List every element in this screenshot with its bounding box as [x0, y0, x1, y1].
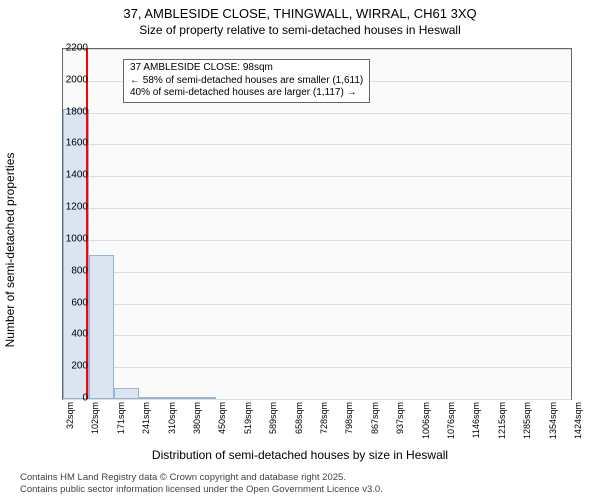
footer-line1: Contains HM Land Registry data © Crown c…: [20, 472, 383, 484]
y-tick-label: 400: [56, 329, 88, 340]
y-tick-label: 2000: [56, 74, 88, 85]
x-tick-label: 1424sqm: [573, 402, 583, 452]
title-line1: 37, AMBLESIDE CLOSE, THINGWALL, WIRRAL, …: [0, 6, 600, 23]
gridline: [63, 367, 571, 368]
y-tick-label: 200: [56, 361, 88, 372]
x-tick-label: 937sqm: [395, 402, 405, 452]
x-tick-label: 380sqm: [192, 402, 202, 452]
gridline: [63, 240, 571, 241]
x-tick-label: 241sqm: [141, 402, 151, 452]
x-tick-label: 450sqm: [217, 402, 227, 452]
x-tick-label: 1215sqm: [497, 402, 507, 452]
y-tick-label: 600: [56, 297, 88, 308]
chart-container: 37, AMBLESIDE CLOSE, THINGWALL, WIRRAL, …: [0, 0, 600, 500]
histogram-bar: [164, 397, 190, 399]
gridline: [63, 144, 571, 145]
y-tick-label: 1800: [56, 106, 88, 117]
x-tick-label: 658sqm: [294, 402, 304, 452]
gridline: [63, 176, 571, 177]
x-tick-label: 1354sqm: [548, 402, 558, 452]
gridline: [63, 113, 571, 114]
x-tick-label: 1076sqm: [446, 402, 456, 452]
y-tick-label: 1600: [56, 138, 88, 149]
annotation-line1: 37 AMBLESIDE CLOSE: 98sqm: [130, 62, 363, 75]
y-tick-label: 1400: [56, 170, 88, 181]
y-tick-label: 1200: [56, 202, 88, 213]
histogram-bar: [63, 109, 89, 399]
y-tick-label: 2200: [56, 43, 88, 54]
histogram-bar: [89, 255, 114, 399]
plot-area: 37 AMBLESIDE CLOSE: 98sqm ← 58% of semi-…: [62, 48, 572, 400]
gridline: [63, 272, 571, 273]
gridline: [63, 335, 571, 336]
y-axis-label: Number of semi-detached properties: [3, 153, 17, 348]
footer-line2: Contains public sector information licen…: [20, 484, 383, 496]
x-tick-label: 171sqm: [116, 402, 126, 452]
y-tick-label: 800: [56, 265, 88, 276]
gridline: [63, 399, 571, 400]
annotation-line2: ← 58% of semi-detached houses are smalle…: [130, 75, 363, 88]
x-tick-label: 798sqm: [344, 402, 354, 452]
histogram-bar: [114, 388, 140, 399]
x-tick-label: 519sqm: [243, 402, 253, 452]
y-tick-label: 1000: [56, 233, 88, 244]
chart-title: 37, AMBLESIDE CLOSE, THINGWALL, WIRRAL, …: [0, 0, 600, 38]
x-tick-label: 867sqm: [370, 402, 380, 452]
x-tick-label: 310sqm: [167, 402, 177, 452]
annotation-box: 37 AMBLESIDE CLOSE: 98sqm ← 58% of semi-…: [123, 59, 370, 103]
title-line2: Size of property relative to semi-detach…: [0, 23, 600, 39]
histogram-bar: [190, 397, 216, 399]
x-tick-label: 32sqm: [65, 402, 75, 452]
footer-attribution: Contains HM Land Registry data © Crown c…: [20, 472, 383, 496]
x-tick-label: 1146sqm: [471, 402, 481, 452]
x-tick-label: 589sqm: [268, 402, 278, 452]
x-tick-label: 1285sqm: [522, 402, 532, 452]
gridline: [63, 304, 571, 305]
marker-line: [86, 49, 88, 399]
annotation-line3: 40% of semi-detached houses are larger (…: [130, 87, 363, 100]
x-tick-label: 1006sqm: [421, 402, 431, 452]
x-tick-label: 728sqm: [319, 402, 329, 452]
x-tick-label: 102sqm: [90, 402, 100, 452]
gridline: [63, 208, 571, 209]
histogram-bar: [139, 397, 164, 399]
gridline: [63, 49, 571, 50]
